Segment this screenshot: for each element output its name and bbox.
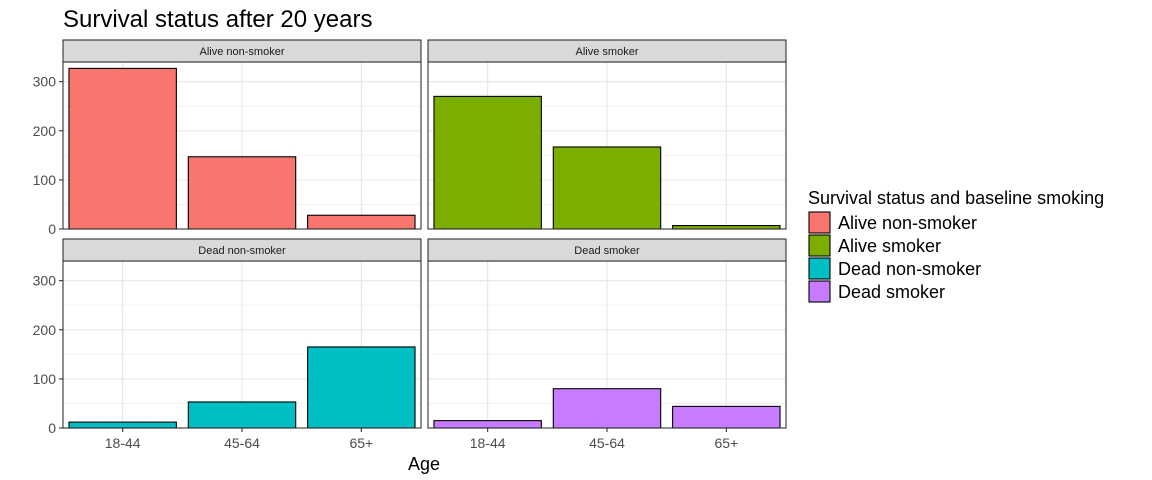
bar [433, 95, 542, 230]
facet-panel: Dead smoker 18-44 45-64 65+ [427, 238, 787, 451]
facet-strip [62, 238, 422, 262]
bar [68, 67, 177, 230]
y-tick-label: 300 [33, 74, 57, 90]
facet-strip [427, 238, 787, 262]
y-tick-label: 300 [33, 273, 57, 289]
chart-title: Survival status after 20 years [63, 6, 372, 33]
y-tick-label: 200 [33, 123, 57, 139]
x-tick-label: 45-64 [589, 435, 625, 451]
legend-label: Alive non-smoker [838, 213, 977, 233]
y-tick-label: 100 [33, 172, 57, 188]
legend-label: Dead smoker [838, 282, 945, 302]
legend-key [808, 280, 831, 303]
y-tick-label: 100 [33, 371, 57, 387]
facet-strip-label: Dead non-smoker [198, 245, 286, 257]
bar [187, 401, 297, 429]
legend-key [808, 234, 831, 257]
facet-panel: Dead non-smoker 0 100 200 300 18-44 45-64 65+ [33, 238, 422, 451]
legend: Survival status and baseline smoking Ali… [808, 188, 1104, 303]
y-tick-label: 0 [48, 221, 56, 237]
x-tick-label: 18-44 [105, 435, 141, 451]
bar [68, 421, 177, 429]
facet-strip-label: Alive non-smoker [200, 46, 285, 58]
bar [187, 156, 297, 230]
bar [552, 146, 662, 230]
x-tick-label: 65+ [349, 435, 373, 451]
x-tick-label: 65+ [714, 435, 738, 451]
bar [307, 214, 416, 230]
facet-strip-label: Dead smoker [574, 245, 640, 257]
facet-panel: Alive non-smoker 0 100 200 300 [33, 39, 422, 237]
legend-label: Dead non-smoker [838, 259, 981, 279]
facet-panels: Alive non-smoker 0 100 200 300 Alive smoker De… [33, 39, 787, 451]
bar [307, 346, 416, 429]
facet-strip [62, 39, 422, 63]
bar [672, 405, 781, 429]
legend-key [808, 211, 831, 234]
bar [552, 388, 662, 429]
y-tick-label: 200 [33, 322, 57, 338]
x-tick-label: 18-44 [470, 435, 506, 451]
y-tick-label: 0 [48, 420, 56, 436]
bar [433, 420, 542, 429]
facet-strip [427, 39, 787, 63]
x-axis-title: Age [408, 454, 440, 474]
legend-label: Alive smoker [838, 236, 941, 256]
legend-title: Survival status and baseline smoking [808, 188, 1104, 208]
legend-key [808, 257, 831, 280]
facet-panel: Alive smoker [427, 39, 787, 230]
facet-strip-label: Alive smoker [576, 46, 639, 58]
x-tick-label: 45-64 [224, 435, 260, 451]
